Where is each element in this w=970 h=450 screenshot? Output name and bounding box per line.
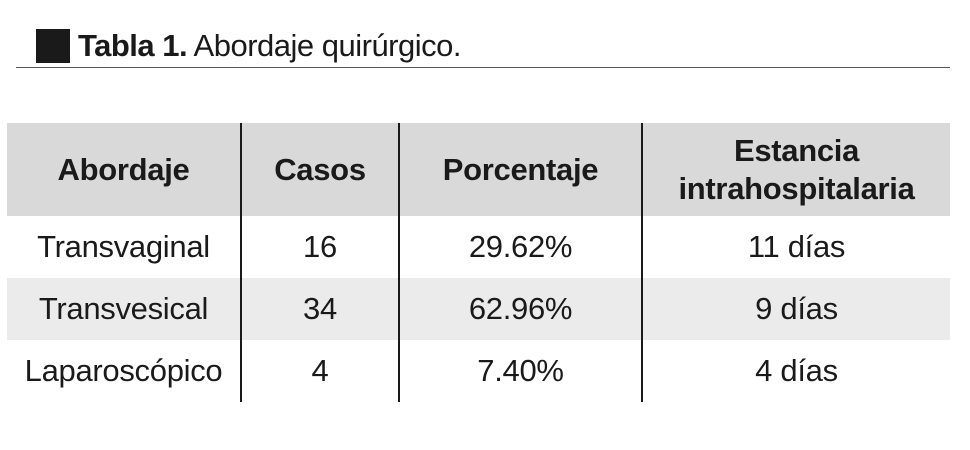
cell-casos: 16 (240, 216, 399, 278)
cell-estancia: 9 días (641, 278, 950, 340)
cell-estancia: 4 días (641, 340, 950, 402)
cell-abordaje: Transvaginal (7, 216, 241, 278)
cell-casos: 4 (240, 340, 399, 402)
table-row: Laparoscópico 4 7.40% 4 días (7, 340, 950, 402)
header-abordaje: Abordaje (7, 123, 241, 216)
cell-casos: 34 (240, 278, 399, 340)
table-label: Tabla 1. (78, 28, 188, 63)
header-porcentaje: Porcentaje (398, 123, 642, 216)
cell-porcentaje: 7.40% (398, 340, 642, 402)
table-title: Tabla 1. Abordaje quirúrgico. (36, 26, 462, 66)
header-casos: Casos (240, 123, 399, 216)
table-caption-line: Tabla 1. Abordaje quirúrgico. (78, 26, 462, 66)
header-estancia: Estancia intrahospitalaria (641, 123, 950, 216)
table-row: Transvesical 34 62.96% 9 días (7, 278, 950, 340)
title-square-icon (36, 29, 70, 63)
header-estancia-line2: intrahospitalaria (678, 170, 915, 206)
table-caption: Abordaje quirúrgico. (193, 28, 462, 63)
table-header-row: Abordaje Casos Porcentaje Estancia intra… (7, 123, 950, 216)
cell-estancia: 11 días (641, 216, 950, 278)
cell-abordaje: Laparoscópico (7, 340, 241, 402)
header-estancia-line1: Estancia (733, 132, 860, 168)
cell-abordaje: Transvesical (7, 278, 241, 340)
cell-porcentaje: 62.96% (398, 278, 642, 340)
cell-porcentaje: 29.62% (398, 216, 642, 278)
table-row: Transvaginal 16 29.62% 11 días (7, 216, 950, 278)
surgical-approach-table: Abordaje Casos Porcentaje Estancia intra… (7, 123, 950, 402)
title-divider (16, 67, 950, 68)
